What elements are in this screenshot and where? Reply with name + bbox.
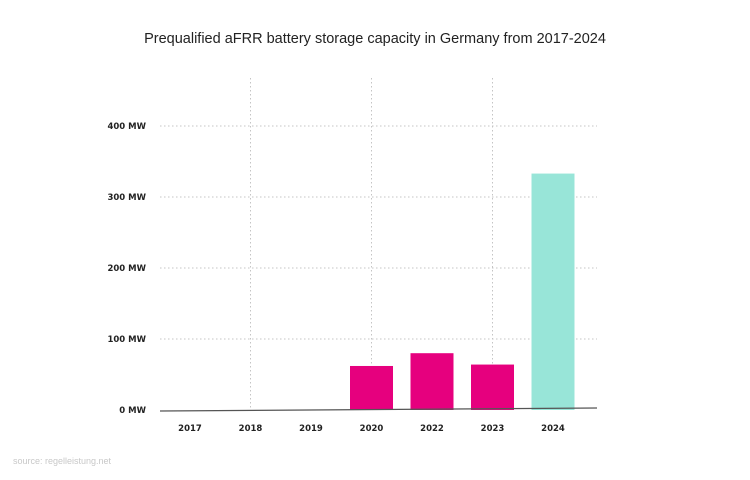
y-tick-label: 0 MW (119, 406, 146, 416)
bar-2023 (471, 364, 514, 410)
x-tick-label: 2020 (360, 424, 384, 434)
x-tick-label: 2017 (178, 424, 202, 434)
x-tick-label: 2024 (541, 424, 565, 434)
x-tick-label: 2023 (481, 424, 505, 434)
bar-2020 (350, 365, 393, 410)
y-tick-label: 200 MW (107, 264, 146, 274)
y-tick-label: 300 MW (107, 193, 146, 203)
source-note: source: regelleistung.net (13, 456, 112, 466)
x-tick-label: 2019 (299, 424, 323, 434)
bar-2024 (531, 173, 575, 410)
x-tick-label: 2022 (420, 424, 444, 434)
x-axis-line (159, 407, 598, 412)
x-tick-label: 2018 (239, 424, 263, 434)
bar-2022 (410, 353, 454, 410)
chart-title: Prequalified aFRR battery storage capaci… (144, 31, 606, 47)
y-tick-label: 100 MW (107, 335, 146, 345)
y-tick-label: 400 MW (107, 122, 146, 132)
